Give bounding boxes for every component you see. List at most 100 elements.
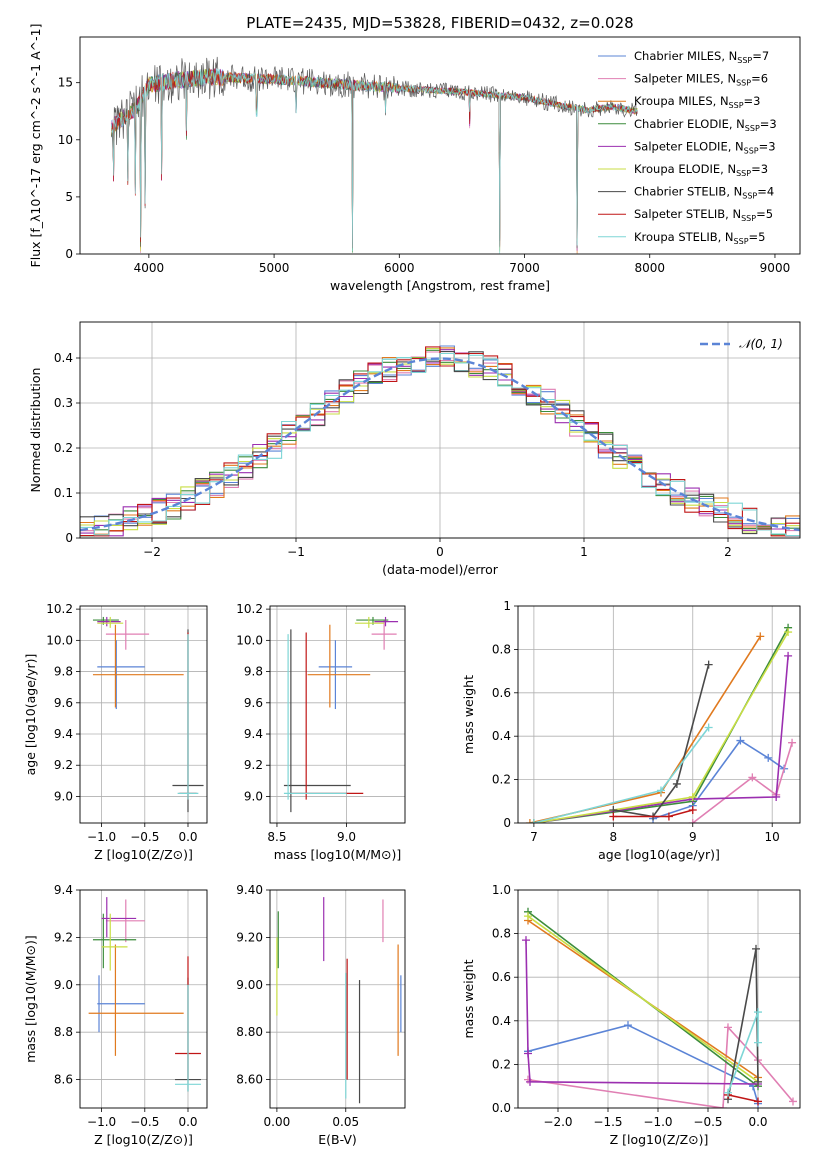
spectrum-line (110, 69, 638, 253)
x-tick-label: −1.0 (87, 830, 116, 844)
legend-label-value: =5 (749, 230, 766, 244)
plot-area (276, 897, 402, 1104)
y-tick-label: 9.40 (236, 883, 263, 897)
spectrum-line (110, 69, 638, 254)
legend-label: Kroupa ELODIE, NSSP=3 (634, 162, 768, 178)
legend-label-text: Kroupa STELIB, N (634, 230, 734, 244)
x-tick-label: 0.0 (178, 830, 197, 844)
plot-area (525, 623, 797, 823)
x-tick-label: 9000 (760, 261, 791, 275)
legend-label-value: =6 (751, 72, 768, 86)
y-tick-label: 0.8 (492, 927, 511, 941)
spectrum-line (110, 68, 638, 251)
y-tick-label: 9.00 (236, 978, 263, 992)
legend-label-sub: SSP (736, 79, 751, 88)
y-tick-label: 10.0 (236, 633, 263, 647)
y-axis-label: mass [log10(M/M⊙)] (23, 935, 38, 1063)
x-tick-label: 0.0 (748, 1115, 767, 1129)
spectrum-line (110, 68, 638, 253)
x-axis-label: wavelength [Angstrom, rest frame] (330, 278, 550, 293)
x-tick-label: −1.0 (87, 1115, 116, 1129)
x-tick-label: 0 (436, 545, 444, 559)
x-tick-label: −1 (287, 545, 305, 559)
y-tick-label: 9.6 (54, 696, 73, 710)
y-tick-label: 0.4 (492, 729, 511, 743)
plot-area (80, 345, 800, 537)
legend-label: Salpeter ELODIE, NSSP=3 (634, 139, 776, 155)
plot-area (88, 897, 201, 1092)
series-marker (664, 812, 673, 821)
x-tick-label: 6000 (384, 261, 415, 275)
x-tick-label: 8 (610, 830, 618, 844)
y-tick-label: 9.0 (244, 789, 263, 803)
legend-label-sub: SSP (741, 214, 756, 223)
series-marker (525, 819, 534, 823)
y-tick-label: 10.2 (236, 602, 263, 616)
x-tick-label: −0.5 (130, 1115, 159, 1129)
y-tick-label: 9.2 (54, 758, 73, 772)
series-marker (754, 1038, 762, 1047)
legend-label-text: Chabrier ELODIE, N (634, 117, 745, 131)
y-tick-label: 0.2 (492, 773, 511, 787)
axes-frame (269, 605, 406, 824)
series-marker (752, 944, 760, 953)
series-marker (672, 779, 681, 788)
legend-label-text: Salpeter ELODIE, N (634, 139, 744, 153)
x-tick-label: 0.05 (332, 1115, 359, 1129)
y-tick-label: 9.4 (244, 727, 263, 741)
series-line (692, 742, 793, 823)
legend-label: Chabrier ELODIE, NSSP=3 (634, 117, 777, 133)
x-tick-label: 9.0 (337, 830, 356, 844)
x-axis-label: Z [log10(Z/Z⊙)] (610, 1132, 709, 1147)
x-axis-label: Z [log10(Z/Z⊙)] (94, 1132, 193, 1147)
series-marker (736, 736, 745, 745)
x-tick-label: 5000 (259, 261, 290, 275)
y-axis-label: mass weight (461, 959, 476, 1038)
chart-layer: 4000 5000 6000 7000 8000 9000051015wavelength… (23, 24, 801, 1147)
plot-area (283, 616, 399, 813)
legend-label-value: =4 (757, 185, 774, 199)
spectrum-line (111, 68, 638, 244)
y-tick-label: 10.0 (46, 633, 73, 647)
y-axis-label: mass weight (461, 675, 476, 754)
y-tick-label: 9.20 (236, 930, 263, 944)
legend-label-value: =5 (756, 207, 773, 221)
axes-frame (269, 889, 406, 1109)
y-tick-label: 0.4 (54, 351, 73, 365)
x-tick-label: 1 (580, 545, 588, 559)
legend-label-text: Salpeter MILES, N (634, 72, 736, 86)
y-tick-label: 8.6 (54, 1073, 73, 1087)
legend-label: Salpeter MILES, NSSP=6 (634, 72, 768, 88)
x-tick-label: 10 (765, 830, 780, 844)
x-tick-label: 7000 (509, 261, 540, 275)
series-line (527, 1024, 759, 1104)
axes-frame (79, 36, 801, 255)
series-marker (724, 1023, 732, 1032)
panel-mass-vs-Z: −1.0 −0.5 0.0 8.6 8.8 9.0 9.2 9.4 Z [log10(Z/Z⊙)… (23, 883, 208, 1147)
y-tick-label: 0.2 (492, 1057, 511, 1071)
y-axis-label: Flux [f_λ10^-17 erg cm^-2 s^-1 A^-1] (28, 24, 43, 268)
x-axis-label: age [log10(age/yr)] (598, 847, 720, 862)
x-tick-label: −2 (143, 545, 161, 559)
x-tick-label: −0.5 (130, 830, 159, 844)
series-marker (784, 651, 793, 660)
series-line (727, 1094, 759, 1103)
figure-title: PLATE=2435, MJD=53828, FIBERID=0432, z=0… (246, 14, 633, 32)
series-marker (754, 1097, 762, 1106)
y-tick-label: 0.8 (492, 642, 511, 656)
legend-label-sub: SSP (737, 56, 752, 65)
y-tick-label: 8.60 (236, 1073, 263, 1087)
x-tick-label: −0.5 (693, 1115, 722, 1129)
x-tick-label: 7 (530, 830, 538, 844)
series-marker (788, 738, 797, 747)
y-tick-label: 1.0 (492, 883, 511, 897)
legend-label-value: =3 (759, 139, 776, 153)
series-marker (764, 753, 773, 762)
legend-label: Kroupa MILES, NSSP=3 (634, 94, 760, 110)
series-marker (624, 1021, 632, 1030)
y-tick-label: 8.8 (54, 1025, 73, 1039)
spectrum-line (110, 68, 638, 249)
x-tick-label: −1.0 (643, 1115, 672, 1129)
legend-label-text: Chabrier MILES, N (634, 49, 737, 63)
series-marker (522, 936, 530, 945)
